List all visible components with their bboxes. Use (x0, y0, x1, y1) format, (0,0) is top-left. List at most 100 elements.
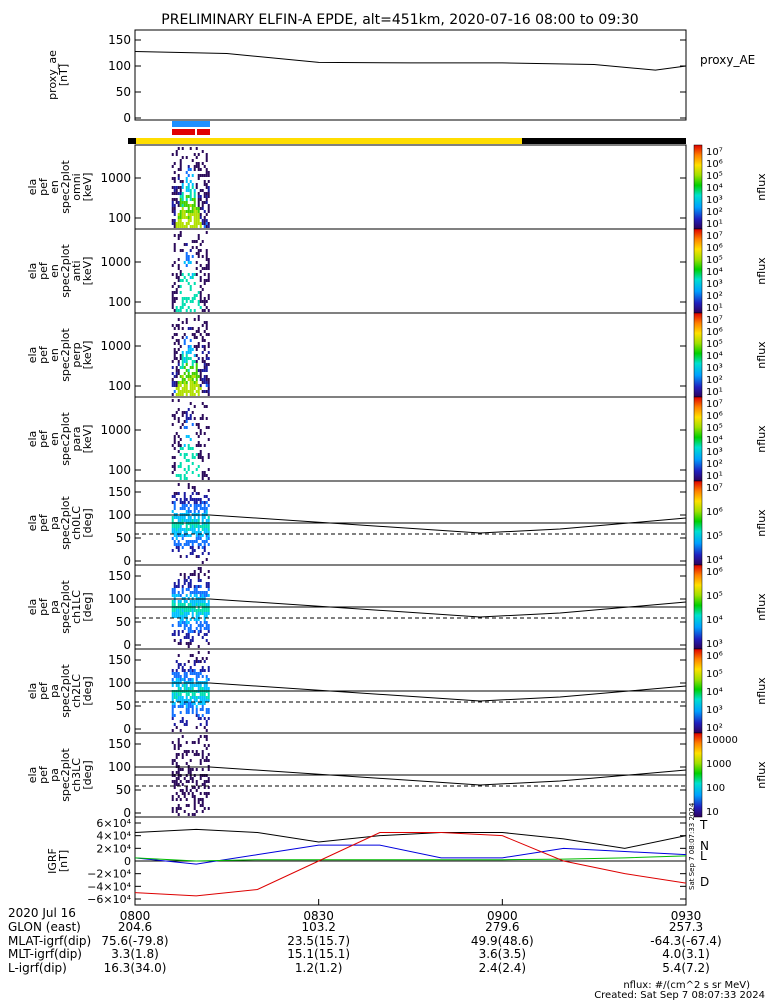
heatmap-cell (177, 753, 180, 756)
heatmap-cell (197, 210, 200, 213)
ylabel-line: ch1LC (70, 590, 83, 624)
heatmap-cell (171, 708, 174, 711)
heatmap-cell (189, 705, 192, 708)
heatmap-cell (181, 156, 184, 159)
heatmap-cell (191, 273, 194, 276)
heatmap-cell (203, 348, 206, 351)
heatmap-cell (189, 387, 192, 390)
heatmap-cell (203, 279, 206, 282)
heatmap-cell (203, 786, 206, 789)
heatmap-cell (171, 672, 174, 675)
heatmap-cell (207, 792, 210, 795)
heatmap-cell (173, 327, 176, 330)
heatmap-cell (189, 672, 192, 675)
heatmap-cell (171, 471, 174, 474)
heatmap-cell (179, 600, 182, 603)
heatmap-cell (187, 465, 190, 468)
heatmap-cell (199, 279, 202, 282)
heatmap-cell (189, 417, 192, 420)
heatmap-cell (201, 459, 204, 462)
heatmap-cell (197, 201, 200, 204)
panel-frame (134, 144, 687, 230)
heatmap-cell (197, 543, 200, 546)
heatmap-cell (207, 477, 210, 480)
heatmap-cell (191, 549, 194, 552)
heatmap-cell (205, 531, 208, 534)
heatmap-cell (191, 654, 194, 657)
heatmap-cell (175, 753, 178, 756)
heatmap-cell (183, 576, 186, 579)
heatmap-cell (197, 645, 200, 648)
heatmap-cell (191, 456, 194, 459)
colorbar-tick-label: 10⁷ (706, 147, 723, 158)
heatmap-cell (187, 768, 190, 771)
heatmap-cell (185, 222, 188, 225)
heatmap-cell (199, 660, 202, 663)
ylabel-line: IGRF (46, 848, 59, 874)
heatmap-cell (183, 636, 186, 639)
heatmap-cell (193, 273, 196, 276)
heatmap-cell (173, 582, 176, 585)
ylabel-line: [deg] (81, 508, 94, 537)
ylabel-line: pa (48, 768, 61, 782)
heatmap-cell (207, 261, 210, 264)
heatmap-cell (191, 375, 194, 378)
heatmap-cell (197, 753, 200, 756)
heatmap-cell (173, 243, 176, 246)
heatmap-cell (199, 453, 202, 456)
heatmap-cell (173, 357, 176, 360)
heatmap-cell (191, 540, 194, 543)
heatmap-cell (179, 438, 182, 441)
axis-row-value: 3.3(1.8) (111, 947, 159, 961)
igrf-trace-label: L (700, 849, 707, 863)
heatmap-cell (199, 684, 202, 687)
heatmap-cell (173, 501, 176, 504)
heatmap-cell (195, 492, 198, 495)
heatmap-cell (175, 534, 178, 537)
heatmap-cell (173, 639, 176, 642)
heatmap-cell (205, 711, 208, 714)
heatmap-cell (201, 528, 204, 531)
heatmap-cell (203, 504, 206, 507)
heatmap-cell (193, 486, 196, 489)
heatmap-cell (175, 222, 178, 225)
heatmap-cell (203, 369, 206, 372)
heatmap-cell (193, 294, 196, 297)
heatmap-cell (205, 363, 208, 366)
heatmap-cell (197, 660, 200, 663)
heatmap-cell (205, 792, 208, 795)
heatmap-cell (171, 684, 174, 687)
panel-ylabel: IGRF[nT] (46, 848, 70, 874)
panel-ylabel: elapefenspec2plotanti[keV] (26, 244, 94, 298)
heatmap-cell (187, 519, 190, 522)
heatmap-cell (183, 702, 186, 705)
heatmap-cell (171, 501, 174, 504)
axis-row-name: MLAT-igrf(dip) (8, 934, 91, 948)
heatmap-cell (197, 684, 200, 687)
heatmap-cell (189, 582, 192, 585)
heatmap-cell (191, 447, 194, 450)
heatmap-cell (207, 387, 210, 390)
heatmap-cell (205, 639, 208, 642)
heatmap-cell (185, 297, 188, 300)
heatmap-cell (187, 636, 190, 639)
heatmap-cell (191, 207, 194, 210)
heatmap-cell (195, 375, 198, 378)
heatmap-cell (171, 531, 174, 534)
heatmap-cell (203, 717, 206, 720)
heatmap-cell (193, 609, 196, 612)
heatmap-cell (191, 333, 194, 336)
heatmap-cell (177, 624, 180, 627)
heatmap-cell (183, 516, 186, 519)
heatmap-cell (179, 729, 182, 732)
heatmap-cell (171, 693, 174, 696)
heatmap-cell (207, 456, 210, 459)
heatmap-cell (185, 177, 188, 180)
heatmap-cell (197, 219, 200, 222)
heatmap-cell (179, 354, 182, 357)
heatmap-cell (179, 474, 182, 477)
heatmap-cell (189, 591, 192, 594)
heatmap-cell (181, 591, 184, 594)
heatmap-cell (203, 360, 206, 363)
